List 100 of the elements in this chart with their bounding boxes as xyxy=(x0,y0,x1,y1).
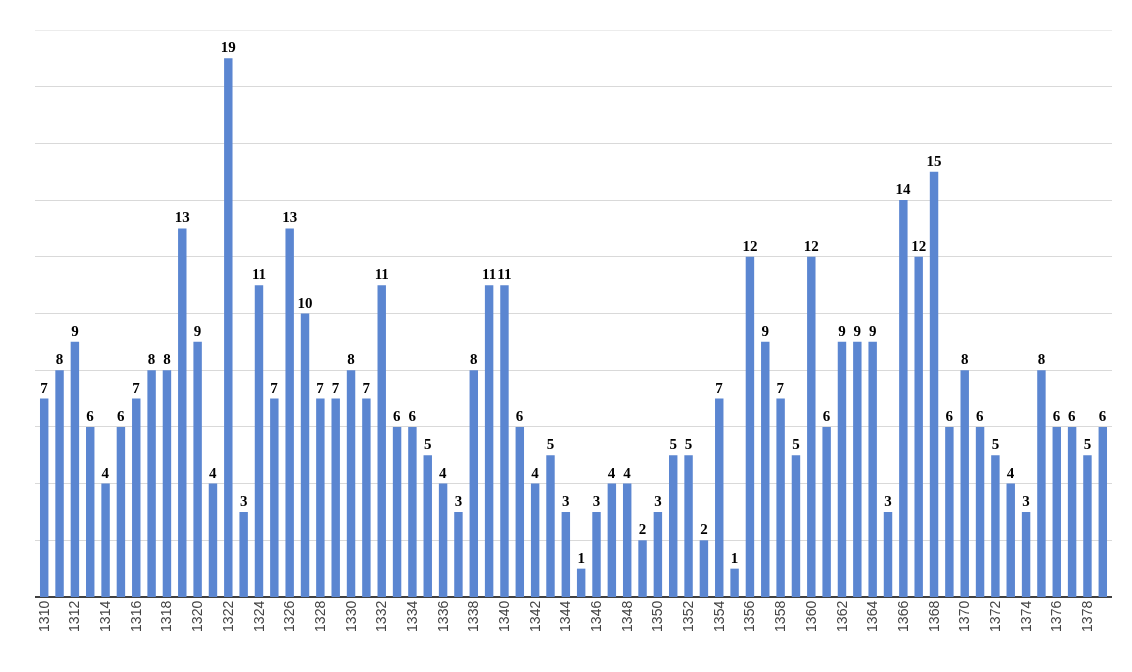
data-label: 4 xyxy=(101,464,110,481)
x-tick-label: 1324 xyxy=(250,600,267,632)
data-label: 7 xyxy=(270,379,279,396)
bar xyxy=(1067,426,1077,597)
data-label: 8 xyxy=(163,351,171,368)
bar xyxy=(837,341,847,597)
data-label: 11 xyxy=(497,266,512,283)
bar xyxy=(285,228,294,597)
x-tick-label: 1338 xyxy=(465,600,482,632)
data-label: 6 xyxy=(1068,407,1077,424)
bar xyxy=(1021,511,1031,597)
bar xyxy=(761,341,770,597)
bar xyxy=(392,426,402,597)
data-label: 1 xyxy=(577,549,585,566)
bar xyxy=(1052,426,1061,597)
data-label: 12 xyxy=(803,237,819,254)
bar xyxy=(454,511,463,597)
bar xyxy=(576,568,586,597)
data-label: 5 xyxy=(669,436,677,453)
bar xyxy=(147,370,156,597)
x-tick-label: 1352 xyxy=(680,600,697,632)
bar xyxy=(423,455,432,597)
bar xyxy=(331,398,340,597)
data-label: 6 xyxy=(976,407,985,424)
data-label: 6 xyxy=(393,407,402,424)
x-tick-label: 1312 xyxy=(66,600,83,632)
x-tick-label: 1320 xyxy=(189,600,206,632)
x-tick-label: 1360 xyxy=(802,600,819,632)
bar xyxy=(1006,483,1015,597)
data-label: 13 xyxy=(282,209,298,226)
x-tick-label: 1314 xyxy=(97,600,114,632)
bar xyxy=(316,398,325,597)
bar xyxy=(638,540,647,597)
bar xyxy=(101,483,110,597)
data-label: 9 xyxy=(761,322,770,339)
bar xyxy=(883,511,893,597)
bar xyxy=(546,455,555,597)
bar xyxy=(438,483,448,597)
x-tick-label: 1348 xyxy=(618,600,635,632)
data-label: 9 xyxy=(71,322,79,339)
bar xyxy=(300,313,310,597)
x-tick-label: 1358 xyxy=(772,600,789,632)
data-label: 6 xyxy=(1098,407,1107,424)
data-label: 6 xyxy=(116,407,125,424)
data-label: 11 xyxy=(251,266,267,283)
data-label: 3 xyxy=(239,492,248,509)
data-label: 2 xyxy=(700,521,708,538)
bar xyxy=(208,483,218,597)
bar xyxy=(684,455,693,597)
bar xyxy=(162,370,172,597)
x-tick-label: 1374 xyxy=(1017,600,1034,632)
data-label: 8 xyxy=(1037,351,1046,368)
x-tick-label: 1350 xyxy=(649,600,666,632)
x-tick-label: 1356 xyxy=(741,600,758,632)
bar xyxy=(730,568,739,597)
data-label: 4 xyxy=(531,464,540,481)
bar xyxy=(699,540,709,597)
x-tick-label: 1362 xyxy=(833,600,850,632)
x-tick-label: 1366 xyxy=(894,600,911,632)
data-label: 4 xyxy=(1006,464,1015,481)
bar xyxy=(239,511,248,597)
data-label: 8 xyxy=(147,351,156,368)
data-label: 6 xyxy=(822,407,831,424)
x-tick-label: 1340 xyxy=(496,600,513,632)
bar xyxy=(346,370,356,597)
data-label: 6 xyxy=(945,407,954,424)
data-label: 4 xyxy=(607,464,616,481)
data-label: 3 xyxy=(654,492,662,509)
data-label: 10 xyxy=(297,294,313,311)
data-label: 7 xyxy=(331,379,340,396)
data-label: 14 xyxy=(895,181,912,198)
x-tick-label: 1354 xyxy=(710,600,727,632)
x-tick-label: 1334 xyxy=(403,600,420,632)
bar xyxy=(776,398,785,597)
bar xyxy=(86,426,95,597)
bar xyxy=(500,285,509,597)
x-tick-label: 1336 xyxy=(434,600,451,632)
data-label: 15 xyxy=(926,152,942,169)
data-label: 8 xyxy=(347,351,355,368)
x-tick-label: 1326 xyxy=(281,600,298,632)
x-tick-label: 1332 xyxy=(373,600,390,632)
data-label: 6 xyxy=(515,407,524,424)
bar xyxy=(991,455,1000,597)
data-label: 3 xyxy=(592,492,601,509)
data-label: 11 xyxy=(482,266,497,283)
data-label: 12 xyxy=(911,237,927,254)
data-label: 4 xyxy=(439,464,448,481)
x-tick-label: 1370 xyxy=(956,600,973,632)
data-label: 5 xyxy=(546,436,555,453)
bar xyxy=(899,200,908,597)
data-label: 12 xyxy=(742,237,758,254)
bar xyxy=(193,341,202,597)
bar xyxy=(1098,426,1108,597)
data-label: 7 xyxy=(715,379,724,396)
bar xyxy=(132,398,141,597)
bar xyxy=(408,426,417,597)
data-label: 8 xyxy=(470,351,478,368)
data-label: 7 xyxy=(362,379,371,396)
x-tick-label: 1310 xyxy=(35,600,52,632)
bar xyxy=(515,426,525,597)
